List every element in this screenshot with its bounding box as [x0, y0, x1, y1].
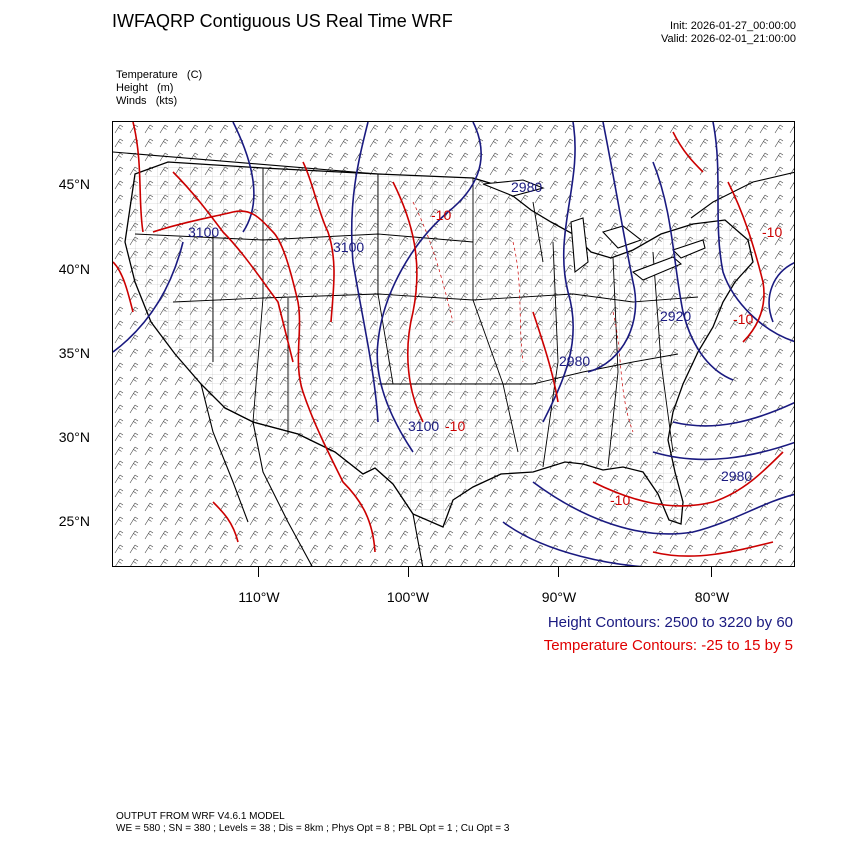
- height-label-5: 2980: [559, 353, 590, 369]
- lon-label-80w: 80°W: [694, 589, 730, 605]
- model-version: OUTPUT FROM WRF V4.6.1 MODEL: [116, 811, 285, 822]
- temp-label-1: -10: [431, 207, 451, 223]
- lat-label-30n: 30°N: [58, 429, 90, 445]
- temp-label-4: -10: [445, 418, 465, 434]
- temperature-contours: [113, 122, 784, 557]
- lat-label-25n: 25°N: [58, 513, 90, 529]
- state-borders: [134, 168, 699, 468]
- height-contours: [113, 122, 794, 566]
- lat-label-35n: 35°N: [58, 345, 90, 361]
- great-lakes: [482, 179, 706, 281]
- mexico-outline: [200, 383, 424, 566]
- time-info: Init: 2026-01-27_00:00:00 Valid: 2026-02…: [661, 20, 796, 46]
- height-label-7: 2980: [721, 468, 752, 484]
- height-label-6: 3100: [408, 418, 439, 434]
- valid-time: Valid: 2026-02-01_21:00:00: [661, 33, 796, 45]
- map-title: IWFAQRP Contiguous US Real Time WRF: [112, 11, 453, 31]
- height-label-3: 2980: [511, 179, 542, 195]
- field-height: Height (m): [116, 82, 174, 94]
- tick-80w: [711, 567, 712, 577]
- field-temperature: Temperature (C): [116, 69, 203, 81]
- lat-label-40n: 40°N: [58, 261, 90, 277]
- height-contour-labels: 3100 3100 2980 2920 2980 3100 2980: [188, 179, 752, 484]
- tick-90w: [558, 567, 559, 577]
- temp-label-3: -10: [733, 311, 753, 327]
- tick-100w: [408, 567, 409, 577]
- temp-label-2: -10: [762, 224, 782, 240]
- lat-label-45n: 45°N: [58, 176, 90, 192]
- init-time: Init: 2026-01-27_00:00:00: [670, 20, 796, 32]
- map-panel: 3100 3100 2980 2920 2980 3100 2980 -10 -…: [112, 121, 795, 567]
- height-label-2: 3100: [333, 239, 364, 255]
- legend-height: Height Contours: 2500 to 3220 by 60: [547, 614, 793, 631]
- lon-label-110w: 110°W: [238, 589, 280, 605]
- temperature-contour-labels: -10 -10 -10 -10 -10: [431, 207, 782, 508]
- temp-label-5: -10: [610, 492, 630, 508]
- field-winds: Winds (kts): [116, 95, 178, 107]
- tick-110w: [258, 567, 259, 577]
- lon-label-100w: 100°W: [386, 589, 430, 605]
- temperature-contours-dashed: [412, 201, 634, 433]
- lon-label-90w: 90°W: [541, 589, 577, 605]
- height-label-1: 3100: [188, 224, 219, 240]
- map-canvas: 3100 3100 2980 2920 2980 3100 2980 -10 -…: [113, 122, 794, 566]
- height-label-4: 2920: [660, 308, 691, 324]
- model-config: WE = 580 ; SN = 380 ; Levels = 38 ; Dis …: [116, 823, 510, 834]
- model-info: OUTPUT FROM WRF V4.6.1 MODEL WE = 580 ; …: [116, 811, 509, 835]
- legend-temperature: Temperature Contours: -25 to 15 by 5: [543, 637, 793, 654]
- field-list: Temperature (C) Height (m) Winds (kts): [116, 69, 202, 108]
